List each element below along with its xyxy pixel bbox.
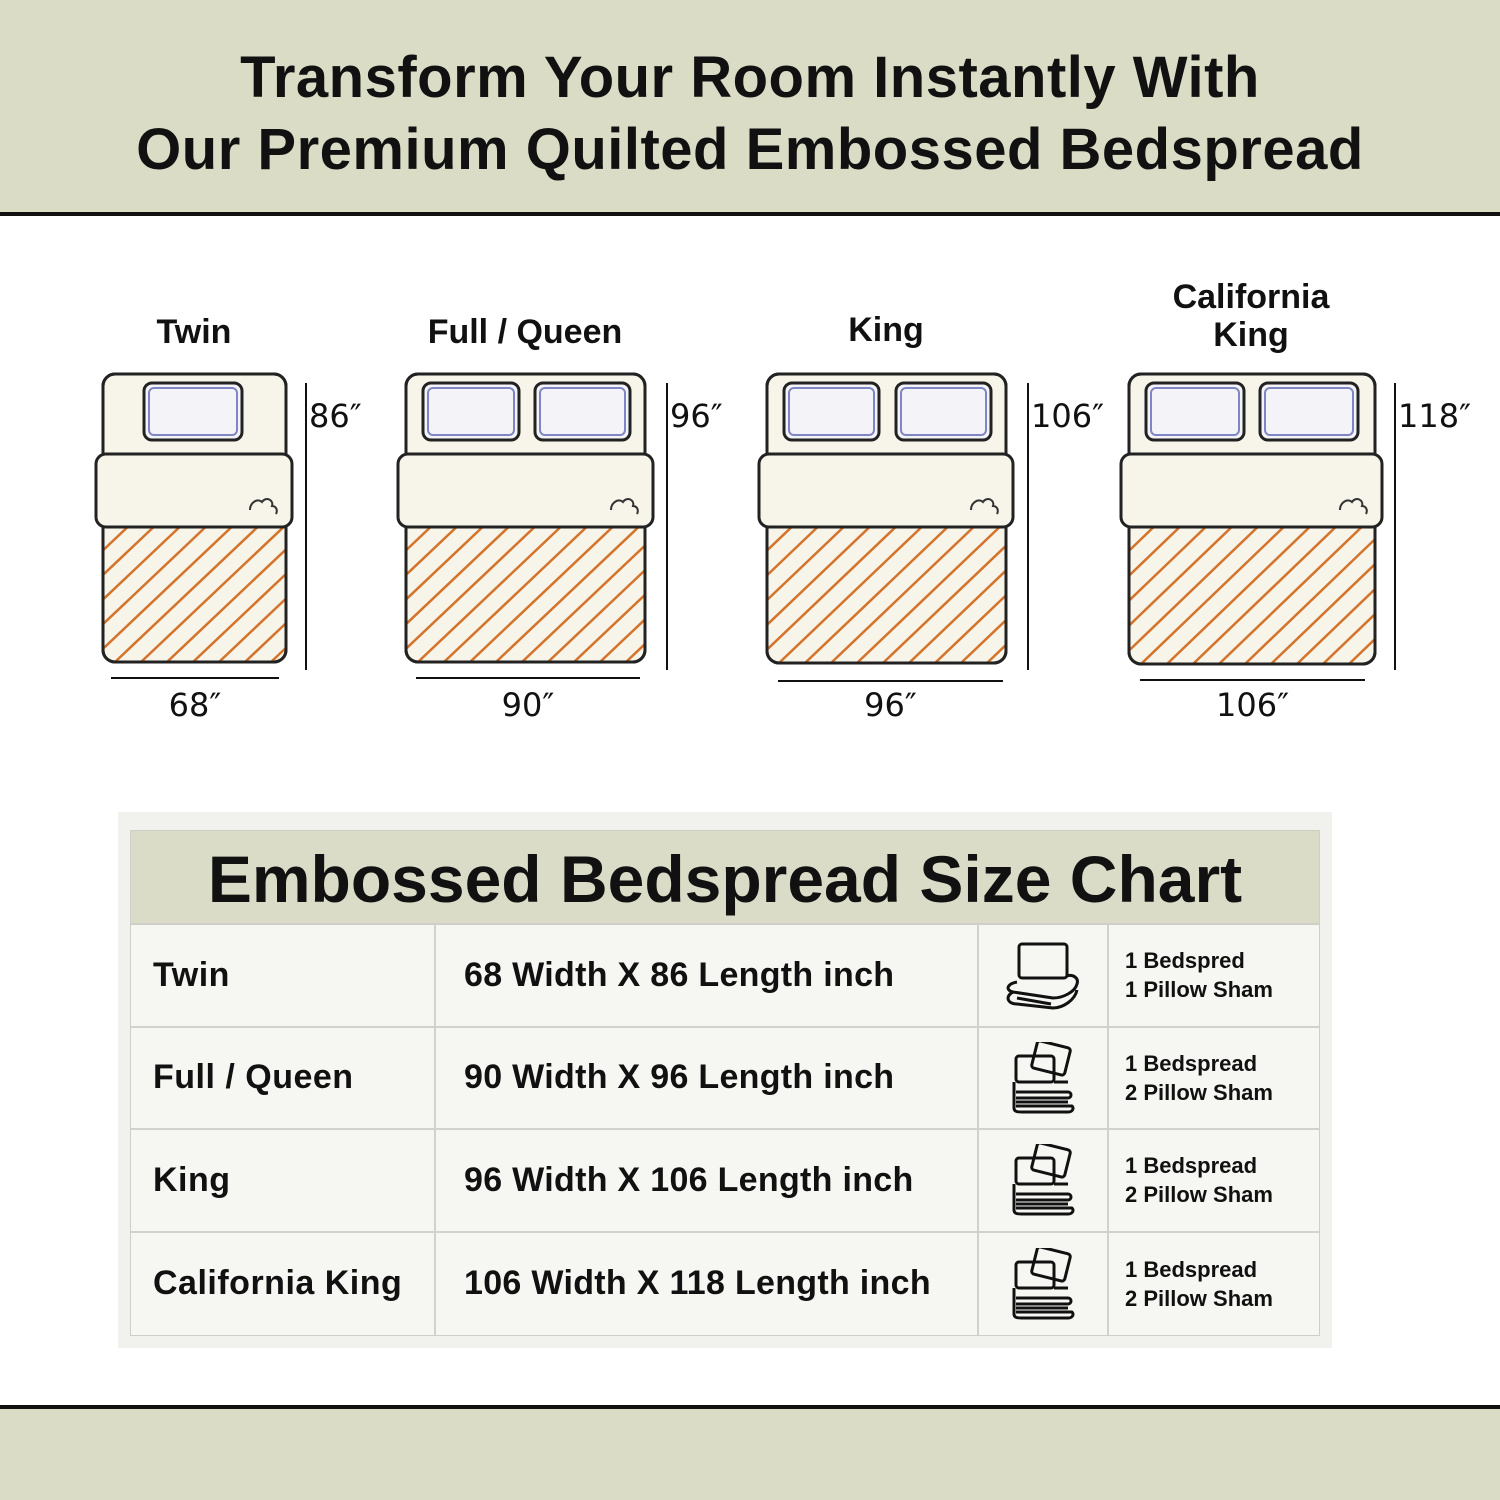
pillow [782, 381, 881, 442]
set-pillow-sham-count: 2 Pillow Sham [1125, 1182, 1273, 1208]
set-bedspread-count: 1 Bedspread [1125, 1153, 1258, 1179]
folded-sheet [396, 452, 655, 529]
quilted-stripes [406, 520, 645, 662]
size-chart-row: Twin 68 Width X 86 Length inch 1 Bedspre… [131, 925, 1319, 1028]
bed-title-king: King [848, 311, 924, 349]
bed-diagram: 86″ 68″ [94, 372, 362, 724]
size-chart-row: Full / Queen 90 Width X 96 Length inch 1… [131, 1027, 1319, 1130]
size-name: Twin [131, 925, 436, 1026]
folded-sheet [94, 452, 294, 529]
size-dimensions: 106 Width X 118 Length inch [436, 1232, 979, 1335]
bed-title-twin: Twin [156, 313, 232, 351]
footer-band [0, 1405, 1500, 1500]
length-label: 106″ [1031, 397, 1104, 435]
size-name: King [131, 1130, 436, 1231]
embossed-pattern-icon [610, 498, 639, 515]
length-label: 86″ [309, 397, 362, 435]
width-label: 96″ [864, 686, 917, 724]
size-name: California King [131, 1232, 436, 1335]
set-bedspread-count: 1 Bedspred [1125, 948, 1245, 974]
set-contents: 1 Bedspred 1 Pillow Sham [1109, 925, 1319, 1026]
length-label: 118″ [1398, 397, 1471, 435]
set-pillow-sham-count: 1 Pillow Sham [1125, 977, 1273, 1003]
bed-diagram: 106″ 96″ [757, 372, 1104, 724]
embossed-pattern-icon [1339, 498, 1368, 515]
headline-line2: Our Premium Quilted Embossed Bedspread [136, 117, 1364, 182]
width-label: 68″ [169, 686, 222, 724]
size-chart: Embossed Bedspread Size Chart Twin 68 Wi… [130, 830, 1320, 1336]
size-dimensions: 90 Width X 96 Length inch [436, 1027, 979, 1128]
size-dimensions: 96 Width X 106 Length inch [436, 1130, 979, 1231]
bed-diagrams: 86″ 68″ 96″ 90″ 106″ 96″ 118″ 106″ [94, 372, 1471, 724]
width-label: 90″ [502, 686, 555, 724]
bed-title-california-king: California King [1172, 278, 1330, 354]
size-dimensions: 68 Width X 86 Length inch [436, 925, 979, 1026]
width-label: 106″ [1216, 686, 1289, 724]
bedding-set-two-pillows-icon [979, 1130, 1109, 1231]
folded-sheet [1119, 452, 1384, 529]
set-bedspread-count: 1 Bedspread [1125, 1050, 1258, 1076]
bed-diagram: 96″ 90″ [396, 372, 723, 724]
set-contents: 1 Bedspread 2 Pillow Sham [1109, 1130, 1319, 1231]
set-pillow-sham-count: 2 Pillow Sham [1125, 1079, 1273, 1105]
pillow [894, 381, 993, 442]
quilted-stripes [103, 520, 286, 662]
length-label: 96″ [670, 397, 723, 435]
size-chart-row: King 96 Width X 106 Length inch 1 Bedspr… [131, 1130, 1319, 1233]
headline-line1: Transform Your Room Instantly With [240, 45, 1260, 110]
set-bedspread-count: 1 Bedspread [1125, 1256, 1258, 1282]
size-chart-row: California King 106 Width X 118 Length i… [131, 1232, 1319, 1336]
size-name: Full / Queen [131, 1027, 436, 1128]
set-pillow-sham-count: 2 Pillow Sham [1125, 1285, 1273, 1311]
pillow [533, 381, 632, 442]
bed-title-full-queen: Full / Queen [427, 313, 623, 351]
set-contents: 1 Bedspread 2 Pillow Sham [1109, 1028, 1319, 1129]
bed-diagram: 118″ 106″ [1119, 372, 1471, 724]
set-contents: 1 Bedspread 2 Pillow Sham [1109, 1233, 1319, 1336]
embossed-pattern-icon [249, 498, 278, 515]
pillow [421, 381, 521, 442]
pillow [1258, 381, 1360, 442]
bedding-set-one-pillow-icon [979, 925, 1109, 1026]
embossed-pattern-icon [970, 498, 999, 515]
bedding-set-two-pillows-icon [979, 1232, 1109, 1335]
quilted-stripes [767, 520, 1006, 663]
folded-sheet [757, 452, 1015, 529]
size-chart-title: Embossed Bedspread Size Chart [131, 831, 1319, 925]
bedding-set-two-pillows-icon [979, 1027, 1109, 1128]
pillow [1144, 381, 1246, 442]
header-band [0, 0, 1500, 216]
pillow [142, 381, 244, 442]
